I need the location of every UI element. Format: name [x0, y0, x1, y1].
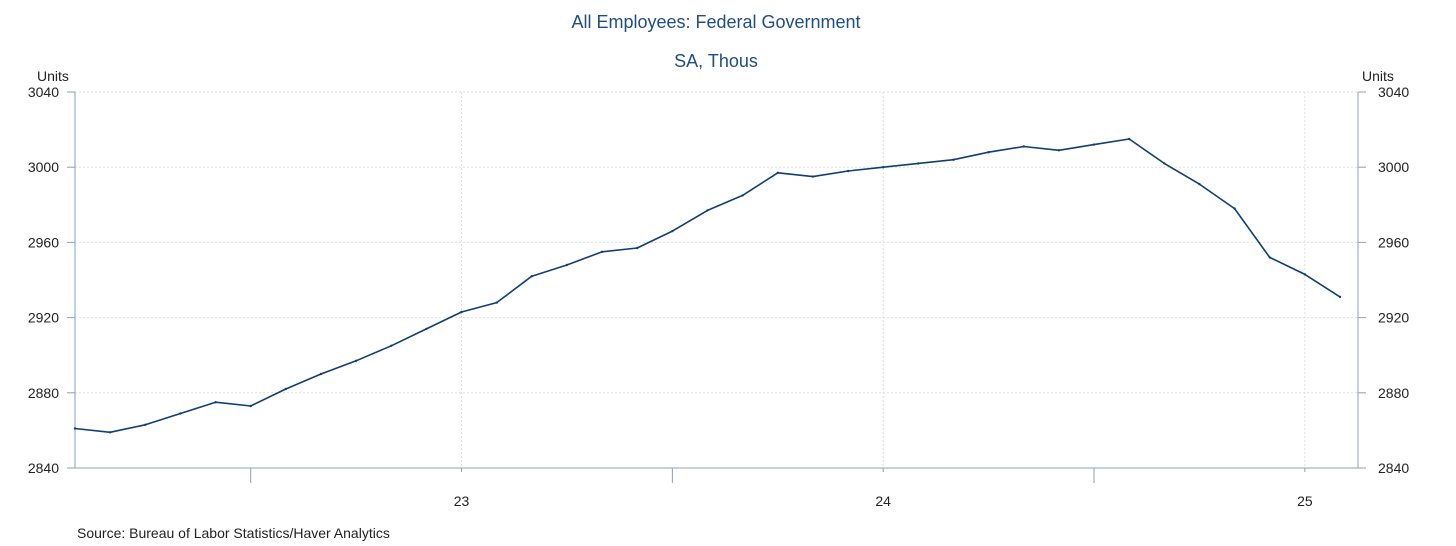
data-point: [108, 431, 112, 434]
grid-lines: [75, 91, 1358, 468]
x-tick-label: 24: [875, 493, 891, 509]
data-point: [460, 310, 463, 314]
data-point: [425, 327, 428, 331]
data-point: [214, 401, 217, 404]
y-tick-label-left: 2840: [28, 460, 59, 476]
data-point: [811, 175, 815, 178]
y-axis-label-left: Units: [37, 68, 69, 84]
data-point: [846, 169, 850, 173]
data-point: [671, 229, 674, 233]
data-point: [636, 246, 639, 250]
data-point: [179, 412, 182, 415]
data-point: [390, 344, 393, 347]
y-tick-label-right: 2880: [1378, 385, 1409, 401]
data-point: [354, 359, 358, 362]
data-point: [1128, 137, 1131, 141]
data-point: [73, 427, 77, 430]
y-tick-label-left: 3000: [28, 159, 59, 175]
data-point: [1163, 162, 1166, 165]
data-point: [1022, 145, 1025, 148]
y-tick-label-left: 2920: [28, 310, 59, 326]
tick-labels: 2840 2840 2880 2880 2920 2920 2960 2960 3000 3000…: [28, 84, 1410, 509]
y-tick-label-left: 2880: [28, 385, 59, 401]
chart-title: All Employees: Federal Government: [571, 12, 861, 32]
data-point: [1233, 207, 1236, 210]
data-point: [495, 301, 498, 304]
data-point: [1057, 149, 1061, 152]
data-point: [1198, 182, 1201, 186]
data-point: [284, 387, 287, 391]
data-point: [144, 423, 147, 426]
data-point: [952, 158, 955, 161]
y-tick-label-left: 3040: [28, 84, 59, 100]
y-tick-label-right: 2840: [1378, 460, 1409, 476]
x-tick-label: 23: [454, 493, 470, 509]
data-point: [776, 171, 779, 174]
data-point: [319, 372, 323, 376]
data-point: [1092, 143, 1096, 146]
line-chart: 2840 2840 2880 2880 2920 2920 2960 2960 3000 3000…: [28, 84, 1410, 509]
data-point: [1268, 256, 1271, 259]
y-tick-label-right: 2960: [1378, 234, 1409, 250]
data-point: [882, 166, 885, 169]
y-axis-label-right: Units: [1362, 68, 1394, 84]
data-point: [249, 404, 252, 408]
data-series: [73, 137, 1342, 434]
data-point: [1338, 295, 1342, 299]
data-point: [987, 151, 990, 154]
y-tick-label-left: 2960: [28, 234, 59, 250]
y-tick-label-right: 3040: [1378, 84, 1409, 100]
source-note: Source: Bureau of Labor Statistics/Haver…: [77, 525, 390, 541]
data-point: [600, 250, 604, 253]
y-tick-label-right: 2920: [1378, 310, 1409, 326]
data-point: [530, 275, 533, 278]
data-point: [565, 263, 569, 267]
y-tick-label-right: 3000: [1378, 159, 1409, 175]
data-point: [917, 162, 920, 165]
chart-subtitle: SA, Thous: [674, 51, 758, 71]
series-line: [74, 138, 1341, 434]
data-point: [741, 194, 744, 197]
axes: [67, 91, 1366, 483]
data-point: [706, 209, 709, 212]
data-point: [1303, 273, 1307, 276]
x-tick-label: 25: [1297, 493, 1313, 509]
